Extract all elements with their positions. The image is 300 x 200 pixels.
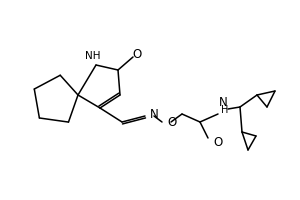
Text: O: O [132, 48, 142, 62]
Text: N: N [219, 97, 228, 110]
Text: NH: NH [85, 51, 101, 61]
Text: O: O [167, 116, 176, 129]
Text: H: H [221, 105, 228, 115]
Text: O: O [213, 136, 222, 148]
Text: N: N [150, 108, 159, 120]
